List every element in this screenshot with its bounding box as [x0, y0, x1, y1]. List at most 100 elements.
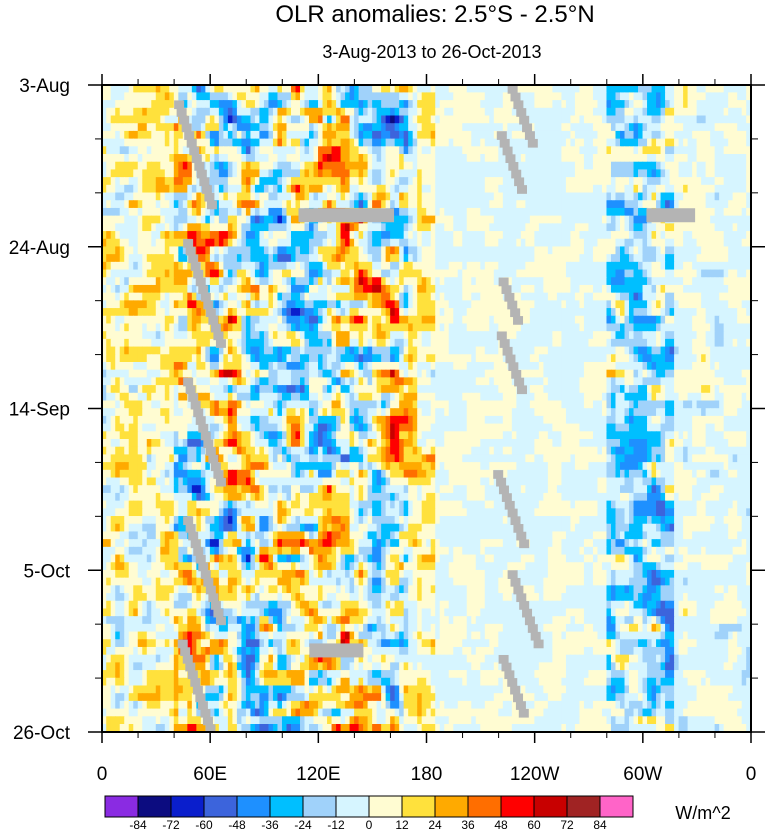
heatmap-cell: [665, 138, 671, 147]
heatmap-cell: [259, 246, 265, 255]
heatmap-cell: [304, 346, 310, 355]
heatmap-cell: [624, 161, 630, 171]
heatmap-cell: [642, 261, 648, 271]
heatmap-cell: [214, 277, 220, 286]
heatmap-cell: [209, 100, 215, 109]
heatmap-cell: [417, 215, 423, 224]
heatmap-cell: [466, 184, 472, 194]
heatmap-cell: [385, 261, 391, 271]
heatmap-cell: [543, 331, 549, 340]
heatmap-cell: [106, 315, 112, 325]
heatmap-cell: [381, 115, 387, 124]
heatmap-cell: [227, 300, 233, 309]
heatmap-cell: [430, 261, 436, 271]
heatmap-cell: [151, 331, 157, 340]
heatmap-cell: [214, 238, 220, 248]
heatmap-cell: [642, 146, 648, 155]
heatmap-cell: [363, 192, 369, 201]
heatmap-cell: [597, 177, 603, 186]
heatmap-cell: [309, 331, 315, 340]
heatmap-cell: [683, 130, 689, 140]
heatmap-cell: [403, 246, 409, 255]
heatmap-cell: [164, 315, 170, 325]
heatmap-cell: [119, 200, 125, 209]
heatmap-cell: [588, 154, 594, 163]
heatmap-cell: [448, 215, 454, 224]
heatmap-cell: [182, 277, 188, 286]
heatmap-cell: [164, 238, 170, 248]
heatmap-cell: [209, 161, 215, 171]
heatmap-cell: [106, 154, 112, 163]
heatmap-cell: [263, 200, 270, 209]
heatmap-cell: [363, 177, 369, 186]
heatmap-cell: [723, 107, 729, 117]
heatmap-cell: [665, 292, 671, 301]
heatmap-cell: [318, 92, 324, 101]
heatmap-cell: [277, 115, 283, 124]
heatmap-cell: [205, 169, 211, 178]
heatmap-cell: [705, 146, 711, 155]
heatmap-cell: [367, 300, 373, 309]
heatmap-cell: [408, 177, 414, 186]
heatmap-cell: [336, 192, 342, 201]
heatmap-cell: [209, 207, 215, 217]
heatmap-cell: [538, 154, 544, 163]
heatmap-cell: [295, 338, 301, 348]
heatmap-cell: [169, 85, 175, 93]
heatmap-cell: [606, 338, 612, 348]
heatmap-cell: [669, 100, 675, 109]
heatmap-cell: [236, 338, 243, 348]
heatmap-cell: [128, 192, 134, 201]
heatmap-cell: [574, 338, 581, 348]
heatmap-cell: [372, 115, 378, 124]
heatmap-cell: [732, 331, 738, 340]
heatmap-cell: [164, 146, 170, 155]
heatmap-cell: [327, 184, 333, 194]
heatmap-cell: [520, 300, 526, 309]
heatmap-cell: [385, 308, 391, 317]
heatmap-cell: [606, 238, 612, 248]
heatmap-cell: [345, 123, 351, 132]
heatmap-cell: [430, 207, 436, 217]
heatmap-cell: [610, 177, 617, 186]
heatmap-cell: [430, 215, 436, 224]
heatmap-cell: [178, 123, 184, 132]
heatmap-cell: [660, 331, 666, 340]
heatmap-cell: [710, 215, 716, 224]
heatmap-cell: [480, 92, 486, 101]
heatmap-cell: [281, 315, 288, 325]
heatmap-cell: [354, 169, 360, 178]
heatmap-cell: [133, 269, 139, 278]
heatmap-cell: [403, 308, 409, 317]
heatmap-cell: [705, 161, 711, 171]
heatmap-cell: [705, 192, 711, 201]
heatmap-cell: [723, 115, 729, 124]
heatmap-cell: [385, 223, 391, 232]
heatmap-cell: [232, 261, 238, 271]
heatmap-cell: [318, 308, 324, 317]
heatmap-cell: [106, 215, 112, 224]
heatmap-cell: [457, 331, 463, 340]
heatmap-cell: [327, 338, 333, 348]
heatmap-cell: [466, 277, 472, 286]
heatmap-cell: [309, 254, 315, 263]
heatmap-cell: [435, 323, 441, 332]
heatmap-cell: [642, 200, 648, 209]
heatmap-cell: [678, 323, 684, 332]
heatmap-cell: [601, 331, 608, 340]
heatmap-cell: [656, 292, 662, 301]
heatmap-cell: [484, 184, 490, 194]
heatmap-cell: [340, 184, 346, 194]
heatmap-cell: [475, 277, 481, 286]
heatmap-cell: [660, 238, 666, 248]
heatmap-cell: [502, 308, 508, 317]
heatmap-cell: [227, 331, 233, 340]
heatmap-cell: [574, 130, 581, 140]
heatmap-cell: [444, 338, 450, 348]
heatmap-cell: [345, 115, 351, 124]
heatmap-cell: [236, 192, 243, 201]
heatmap-cell: [543, 184, 549, 194]
heatmap-cell: [227, 277, 233, 286]
heatmap-cell: [196, 200, 202, 209]
heatmap-cell: [502, 200, 508, 209]
